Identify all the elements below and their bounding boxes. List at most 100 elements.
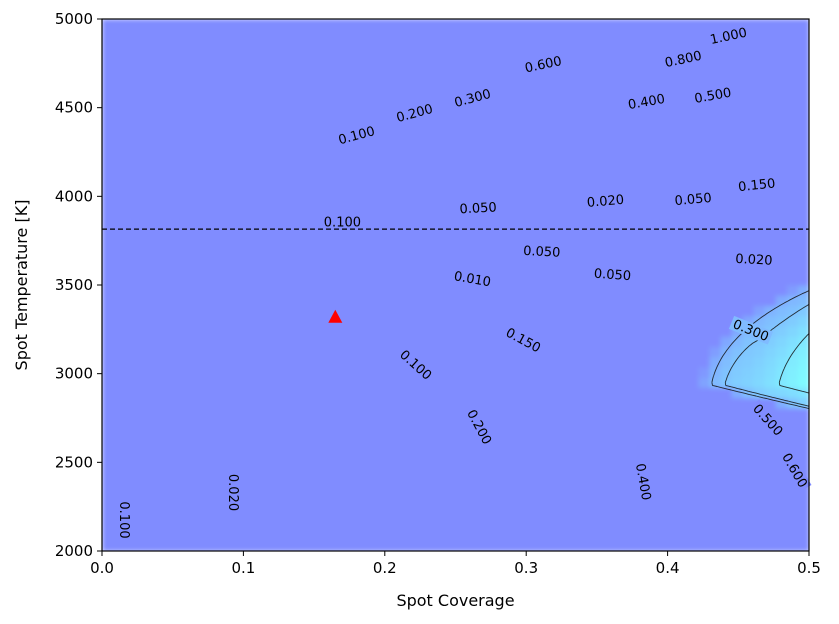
heatmap-cell	[400, 59, 412, 71]
heatmap-cell	[378, 530, 390, 542]
heatmap-cell	[488, 499, 501, 511]
heatmap-cell	[455, 244, 468, 255]
heatmap-cell	[565, 172, 578, 184]
heatmap-cell	[588, 19, 600, 30]
heatmap-cell	[378, 315, 390, 327]
heatmap-cell	[245, 428, 258, 440]
heatmap-cell	[565, 387, 578, 399]
heatmap-cell	[333, 469, 346, 480]
heatmap-cell	[146, 100, 158, 112]
heatmap-cell	[201, 356, 214, 368]
contour-label-bg	[690, 84, 735, 106]
heatmap-cell	[146, 530, 158, 542]
heatmap-cell	[267, 540, 280, 551]
heatmap-cell	[599, 100, 611, 112]
heatmap-cell	[345, 387, 357, 399]
heatmap-cell	[599, 49, 611, 61]
heatmap-cell	[588, 510, 600, 521]
heatmap-cell	[190, 100, 203, 112]
heatmap-cell	[577, 510, 589, 521]
heatmap-cell	[378, 244, 390, 255]
heatmap-cell	[311, 80, 324, 92]
heatmap-cell	[267, 520, 280, 532]
heatmap-cell	[654, 182, 666, 194]
heatmap-cell	[510, 397, 523, 409]
heatmap-cell	[577, 285, 589, 296]
heatmap-cell	[289, 192, 302, 204]
heatmap-cell	[356, 80, 368, 92]
contour-label: 0.400	[632, 459, 655, 504]
heatmap-cell	[665, 397, 678, 409]
heatmap-cell	[212, 39, 225, 51]
heatmap-cell	[322, 336, 335, 347]
heatmap-cell	[345, 70, 357, 81]
heatmap-cell	[709, 295, 722, 307]
heatmap-cell	[345, 192, 357, 204]
heatmap-cell	[168, 387, 180, 399]
heatmap-cell	[543, 213, 556, 225]
y-tick-label: 4000	[55, 187, 93, 205]
heatmap-cell	[179, 499, 191, 511]
heatmap-cell	[599, 428, 611, 440]
heatmap-cell	[267, 387, 280, 399]
heatmap-cell	[786, 418, 799, 429]
heatmap-cell	[455, 315, 468, 327]
heatmap-cell	[466, 397, 479, 409]
heatmap-cell	[532, 356, 545, 368]
heatmap-cell	[455, 29, 468, 41]
heatmap-cell	[411, 213, 423, 225]
heatmap-cell	[146, 233, 158, 245]
heatmap-cell	[157, 520, 169, 532]
heatmap-cell	[322, 29, 335, 41]
heatmap-cell	[190, 111, 203, 122]
heatmap-cell	[532, 540, 545, 551]
heatmap-cell	[731, 510, 744, 521]
heatmap-cell	[311, 295, 324, 307]
heatmap-cell	[422, 510, 435, 521]
heatmap-cell	[289, 203, 302, 214]
heatmap-cell	[488, 244, 501, 255]
heatmap-cell	[775, 111, 788, 122]
heatmap-cell	[367, 29, 379, 41]
heatmap-cell	[234, 325, 247, 337]
heatmap-cell	[577, 19, 589, 30]
heatmap-cell	[654, 366, 666, 378]
heatmap-cell	[157, 244, 169, 255]
heatmap-cell	[676, 397, 689, 409]
heatmap-cell	[124, 285, 136, 296]
heatmap-cell	[455, 489, 468, 501]
heatmap-cell	[190, 397, 203, 409]
heatmap-cell	[742, 377, 755, 388]
heatmap-cell	[632, 418, 644, 429]
contour-label-bg	[591, 265, 634, 283]
heatmap-cell	[643, 387, 655, 399]
heatmap-cell	[212, 213, 225, 225]
heatmap-cell	[411, 315, 423, 327]
heatmap-cell	[731, 469, 744, 480]
heatmap-cell	[422, 356, 435, 368]
heatmap-cell	[521, 499, 534, 511]
heatmap-cell	[289, 29, 302, 41]
heatmap-cell	[599, 244, 611, 255]
heatmap-cell	[411, 285, 423, 296]
heatmap-cell	[643, 346, 655, 358]
heatmap-cell	[157, 39, 169, 51]
heatmap-cell	[621, 397, 633, 409]
heatmap-cell	[278, 172, 291, 184]
heatmap-cell	[588, 346, 600, 358]
heatmap-cell	[201, 540, 214, 551]
heatmap-cell	[577, 131, 589, 143]
heatmap-cell	[720, 438, 733, 450]
heatmap-cell	[753, 479, 766, 491]
heatmap-cell	[797, 172, 809, 184]
heatmap-cell	[157, 325, 169, 337]
heatmap-cell	[157, 172, 169, 184]
x-axis-label: Spot Coverage	[396, 591, 514, 610]
heatmap-cell	[168, 182, 180, 194]
heatmap-cell	[300, 305, 313, 317]
heatmap-cell	[157, 479, 169, 491]
heatmap-cell	[455, 407, 468, 419]
heatmap-cell	[234, 530, 247, 542]
heatmap-cell	[709, 346, 722, 358]
heatmap-cell	[389, 274, 401, 286]
